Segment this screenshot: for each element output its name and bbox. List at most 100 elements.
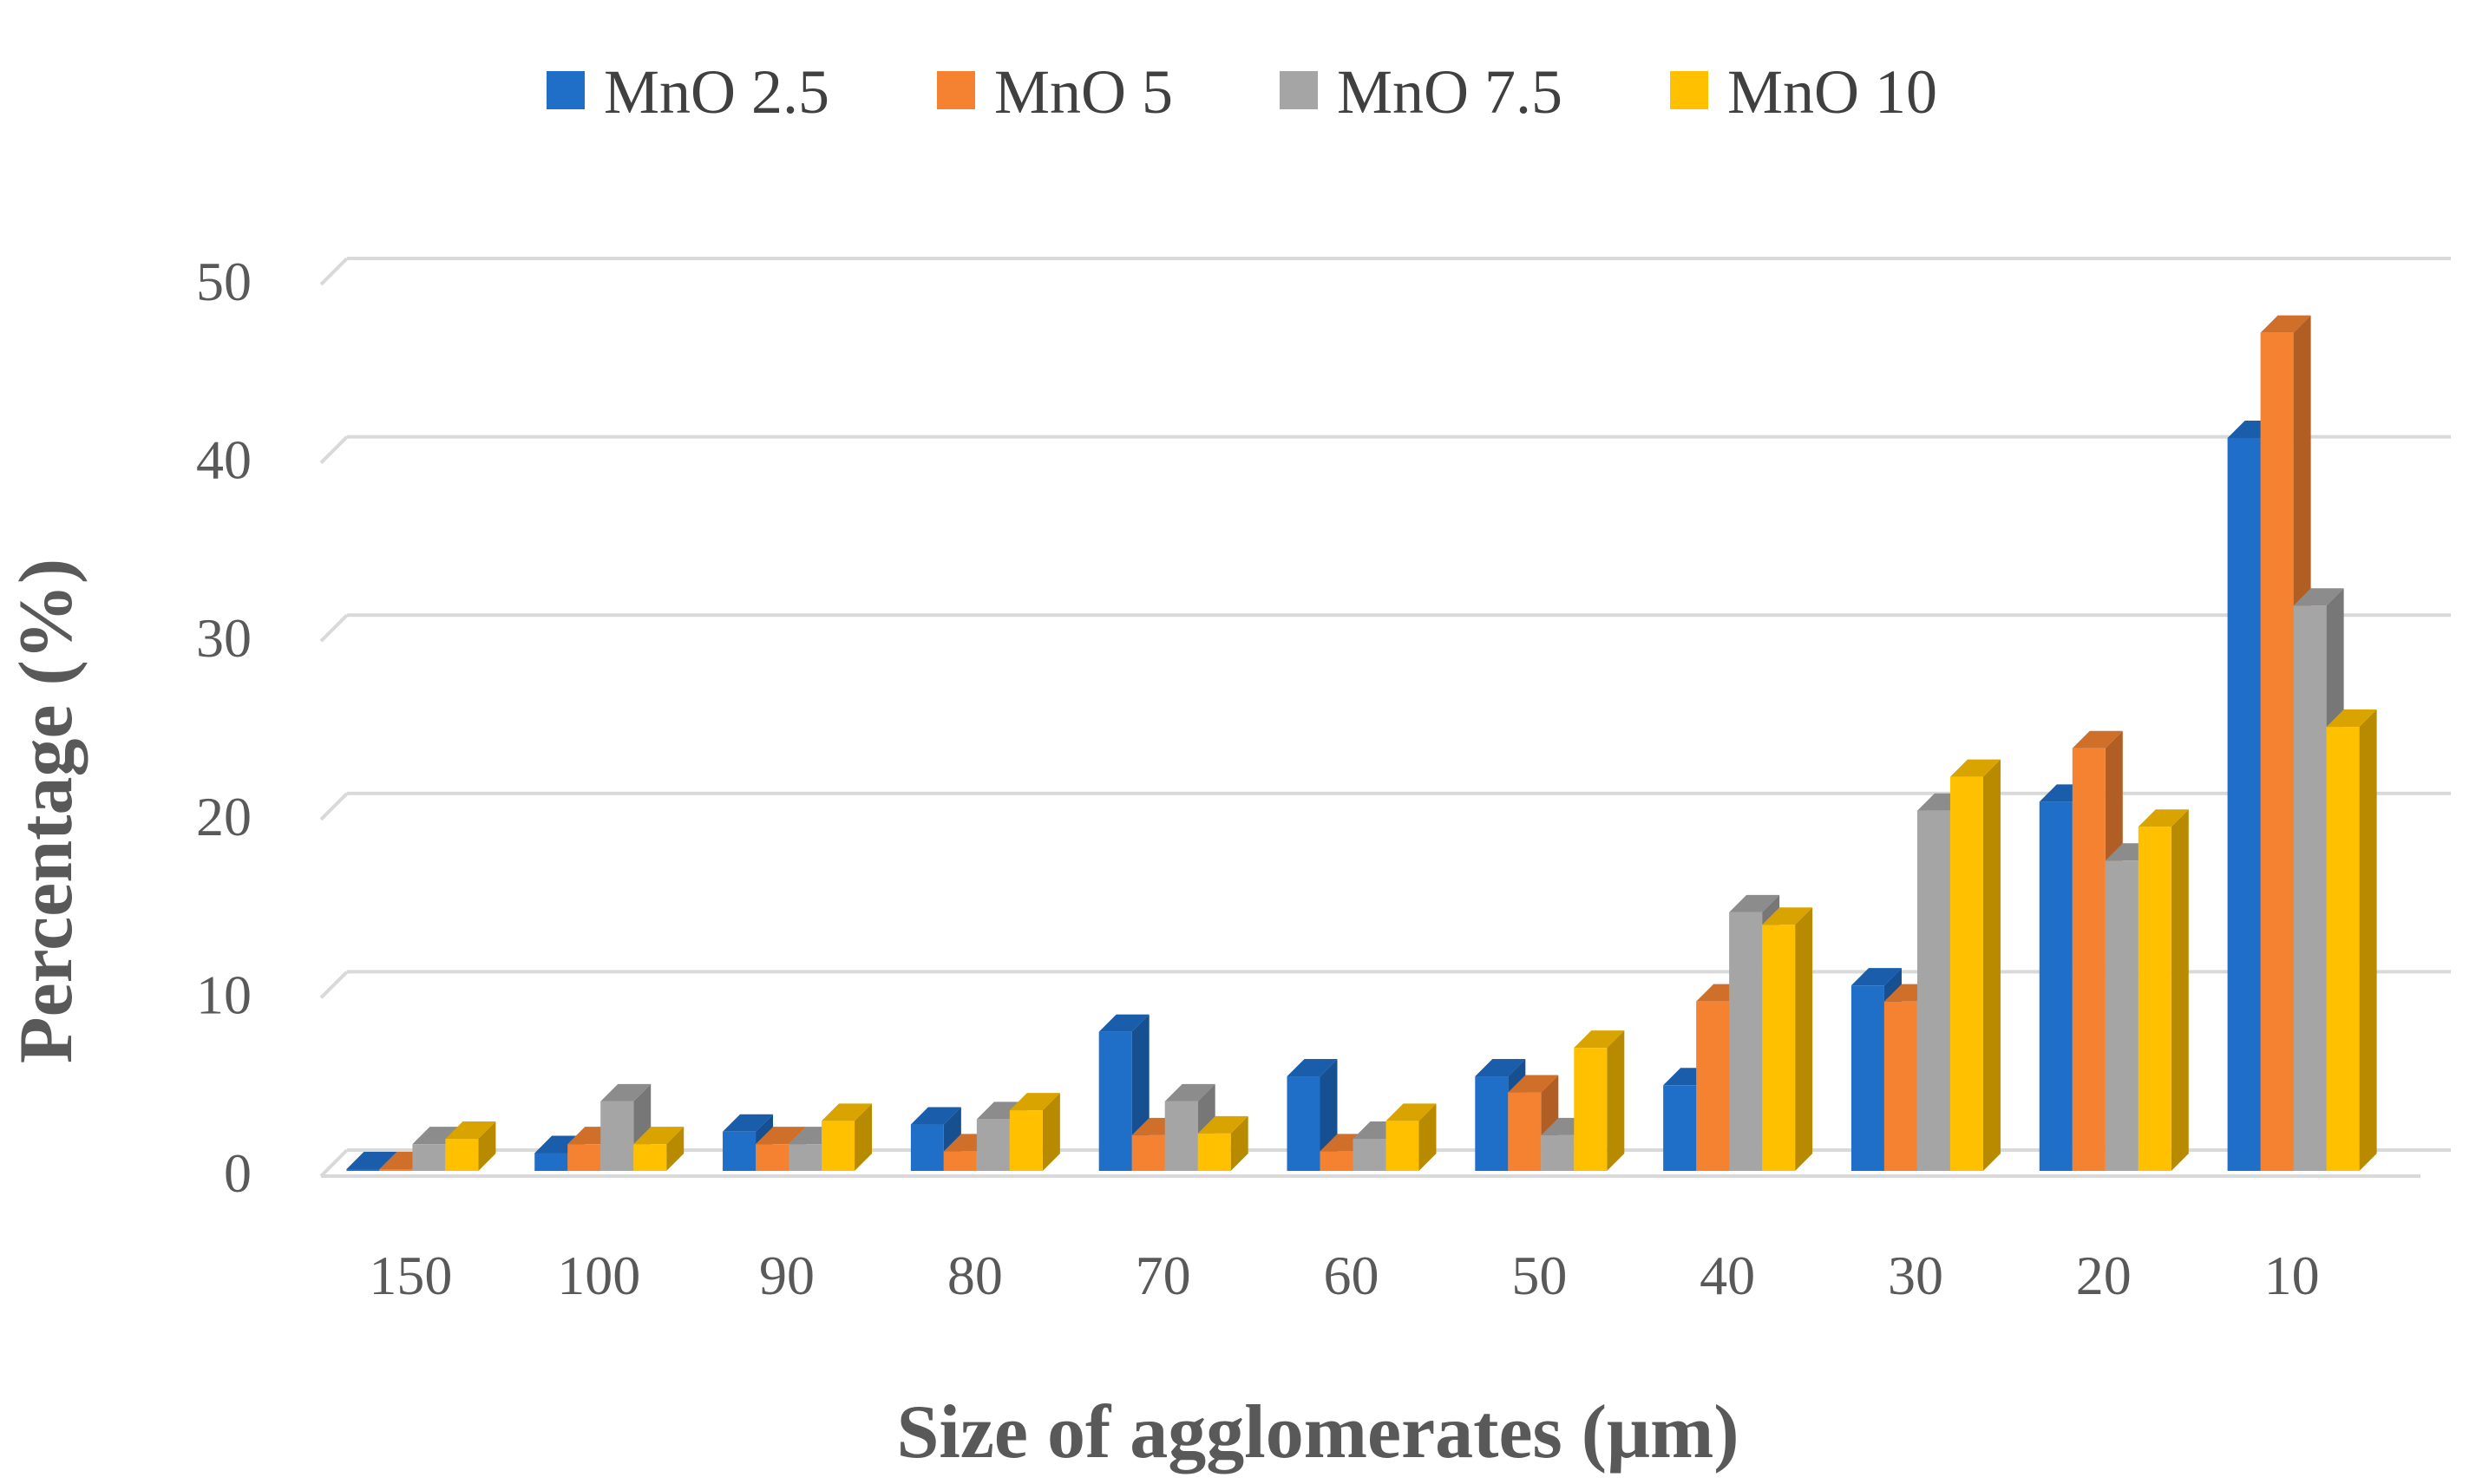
bar xyxy=(1574,1030,1625,1171)
bar-top xyxy=(910,1107,961,1125)
bar-front xyxy=(1729,912,1763,1171)
bar-front xyxy=(1353,1138,1386,1171)
bar-front xyxy=(1131,1134,1165,1171)
bars xyxy=(346,315,2377,1171)
legend-label: MnO 10 xyxy=(1727,57,1937,127)
bar xyxy=(1009,1093,1060,1171)
legend-item: MnO 7.5 xyxy=(1280,57,1562,127)
bar-top xyxy=(1574,1030,1625,1049)
bar-front xyxy=(567,1144,601,1171)
bar xyxy=(1762,907,1813,1171)
y-axis-title: Percentage (%) xyxy=(4,559,88,1063)
x-tick-label: 30 xyxy=(1888,1245,1943,1306)
bar xyxy=(1197,1115,1248,1171)
x-tick-label: 60 xyxy=(1324,1245,1379,1306)
bar-front xyxy=(976,1119,1010,1171)
y-tick-label: 50 xyxy=(196,251,252,312)
bar-front xyxy=(1197,1133,1231,1171)
bar-front xyxy=(2227,437,2261,1171)
bar-front xyxy=(723,1131,757,1171)
bar xyxy=(2138,809,2189,1171)
bar-front xyxy=(1949,776,1983,1171)
bar-front xyxy=(1541,1134,1575,1171)
bar-top xyxy=(756,1127,807,1145)
legend-swatch xyxy=(1280,71,1318,109)
bar-front xyxy=(633,1144,667,1171)
bar-front xyxy=(1883,1001,1917,1171)
legend-label: MnO 5 xyxy=(994,57,1173,127)
bar-front xyxy=(534,1153,568,1171)
x-tick-label: 100 xyxy=(557,1245,640,1306)
x-tick-label: 150 xyxy=(369,1245,452,1306)
bar-front xyxy=(1287,1076,1320,1171)
bar-front xyxy=(1320,1151,1353,1171)
bar-front xyxy=(1385,1121,1419,1171)
gridline-diagonal xyxy=(319,613,349,643)
bar-front xyxy=(1762,925,1796,1171)
x-tick-label: 90 xyxy=(759,1245,815,1306)
bar-front xyxy=(412,1144,446,1171)
gridlines xyxy=(319,257,2451,1178)
bar-side xyxy=(2171,809,2189,1171)
bar-side xyxy=(855,1103,873,1171)
gridline-diagonal xyxy=(319,435,349,465)
bar-front xyxy=(756,1144,789,1171)
bar-top xyxy=(600,1083,652,1102)
bar-front xyxy=(1009,1110,1043,1171)
bar-top xyxy=(723,1114,774,1132)
bar-top xyxy=(2072,730,2123,749)
bar-front xyxy=(822,1121,855,1171)
bar-front xyxy=(1475,1076,1509,1171)
bar-top xyxy=(1164,1083,1215,1102)
legend-item: MnO 5 xyxy=(937,57,1173,127)
bar xyxy=(633,1127,685,1171)
bar xyxy=(822,1103,873,1171)
bar-front xyxy=(1663,1085,1697,1171)
bar-top xyxy=(822,1103,873,1121)
bar-front xyxy=(379,1168,413,1171)
bar-top xyxy=(2326,709,2377,728)
gridline-diagonal xyxy=(319,1148,349,1178)
bar-front xyxy=(445,1138,479,1171)
bar-top xyxy=(1949,759,2001,777)
y-tick-label: 20 xyxy=(196,786,252,847)
bar-side xyxy=(1042,1093,1060,1171)
bar-front xyxy=(1916,810,1950,1171)
bar-top xyxy=(1475,1059,1526,1077)
bar-top xyxy=(1197,1115,1248,1134)
bar-side xyxy=(1795,907,1813,1171)
x-tick-label: 70 xyxy=(1136,1245,1191,1306)
x-tick-label: 40 xyxy=(1700,1245,1755,1306)
legend-item: MnO 10 xyxy=(1670,57,1937,127)
bar-top xyxy=(445,1121,496,1139)
bar-side xyxy=(1418,1103,1437,1171)
x-axis-title: Size of agglomerates (μm) xyxy=(896,1390,1739,1474)
bar-front xyxy=(1098,1031,1132,1171)
x-axis-ticks: 150 100 90 80 70 60 50 40 30 20 10 xyxy=(369,1245,2319,1306)
y-tick-label: 0 xyxy=(224,1142,252,1204)
bar-top xyxy=(1729,894,1780,912)
gridline-diagonal xyxy=(319,970,349,999)
y-axis-ticks: 0 10 20 30 40 50 xyxy=(196,251,252,1204)
bar-side xyxy=(666,1127,685,1171)
legend-label: MnO 2.5 xyxy=(604,57,829,127)
gridline-diagonal xyxy=(319,792,349,821)
bar-front xyxy=(1508,1092,1542,1171)
bar-top xyxy=(1762,907,1813,925)
legend-swatch xyxy=(1670,71,1708,109)
bar-top xyxy=(1009,1093,1060,1111)
y-tick-label: 10 xyxy=(196,964,252,1025)
bar-top xyxy=(2293,588,2344,606)
bar-front xyxy=(2039,801,2073,1171)
bar-front xyxy=(943,1151,977,1171)
bar-front xyxy=(2326,727,2360,1171)
bar-top xyxy=(1287,1059,1338,1077)
legend-swatch xyxy=(937,71,975,109)
bar-side xyxy=(1230,1115,1248,1171)
bar xyxy=(2326,709,2377,1171)
bar-front xyxy=(2260,332,2294,1171)
x-tick-label: 10 xyxy=(2264,1245,2320,1306)
y-tick-label: 40 xyxy=(196,429,252,491)
bar-top xyxy=(1098,1014,1150,1032)
